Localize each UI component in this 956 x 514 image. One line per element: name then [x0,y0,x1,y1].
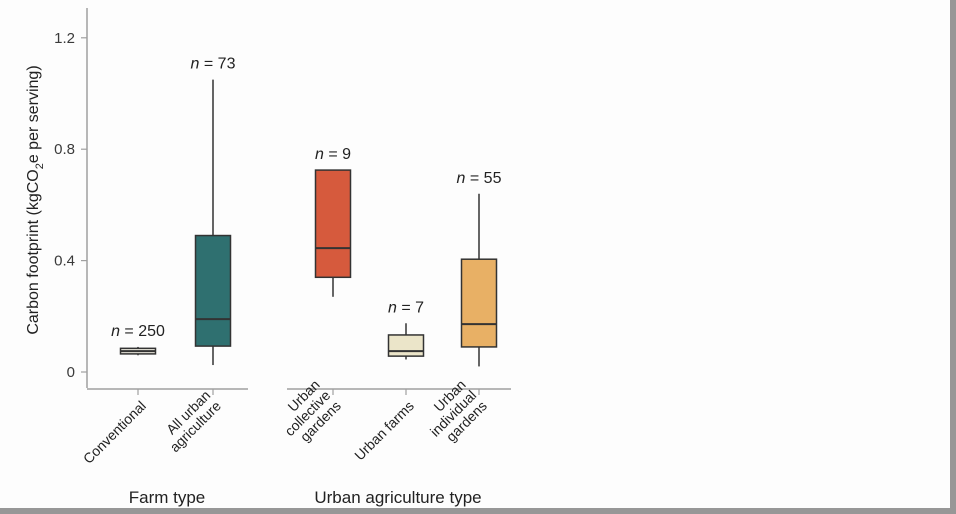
box-2: n = 9 [314,146,352,297]
sample-size-label: n = 7 [388,299,424,316]
y-axis: 0 0.4 0.8 1.2 [54,8,88,388]
y-tick-label: 0.8 [54,141,75,158]
y-tick-label: 0 [67,364,75,381]
n-value: = 7 [397,299,424,316]
y-axis-label-main: Carbon footprint (kgCO [25,169,42,334]
y-tick-label: 0.4 [54,253,75,270]
n-symbol: n [111,323,120,340]
box-3: n = 7 [387,299,425,360]
n-value: = 73 [199,56,235,73]
y-axis-label-subscript: 2 [34,163,46,169]
x-tick-label: All urbanagriculture [156,387,224,455]
x-tick-label: Conventional [80,398,149,467]
box-iqr [314,169,352,279]
box-iqr [387,334,425,357]
y-tick-label: 1.2 [54,30,75,47]
box-0: n = 250 [111,323,165,356]
x-group-label: Farm type [129,488,206,507]
x-tick-label: Urban farms [351,398,417,464]
n-symbol: n [388,299,397,316]
x-tick-label: Urbancollectivegardens [271,376,344,449]
sample-size-label: n = 9 [315,146,351,163]
box-iqr [194,234,232,347]
x-tick-label: Urbanindividualgardens [416,376,490,450]
x-axes: Farm type Urban agriculture type Conventio… [80,376,511,507]
x-tick-label-line: Urban farms [351,398,417,464]
n-value: = 250 [120,323,165,340]
x-tick-label-line: Conventional [80,398,149,467]
box-1: n = 73 [191,56,236,366]
sample-size-label: n = 73 [191,56,236,73]
box-4: n = 55 [457,170,502,367]
y-axis-label: Carbon footprint (kgCO2e per serving) [25,65,46,334]
y-axis-label-rest: e per serving) [25,65,42,163]
n-symbol: n [315,146,324,163]
box-iqr [460,258,498,348]
n-value: = 55 [465,170,501,187]
n-value: = 9 [324,146,351,163]
n-symbol: n [191,56,200,73]
sample-size-label: n = 250 [111,323,165,340]
sample-size-label: n = 55 [457,170,502,187]
x-group-label: Urban agriculture type [314,488,481,507]
n-symbol: n [457,170,466,187]
